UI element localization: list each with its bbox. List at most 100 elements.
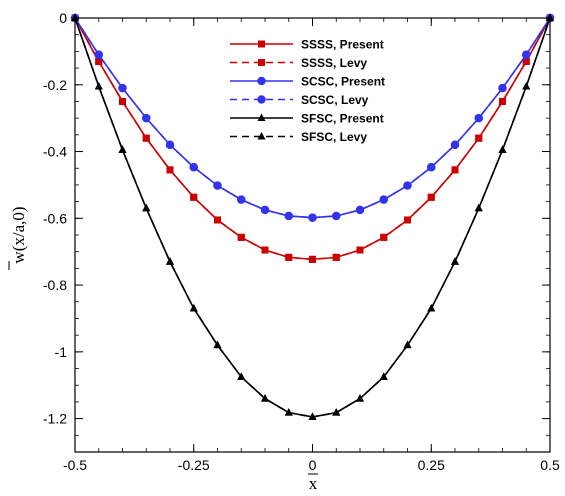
data-point-sfsc-levy	[308, 412, 317, 420]
legend-label: SFSC, Present	[301, 112, 384, 126]
y-tick-label: 0	[59, 10, 67, 26]
data-point-scsc-levy	[379, 195, 388, 204]
data-point-ssss-levy	[427, 193, 435, 201]
data-point-sfsc-levy	[142, 203, 151, 212]
legend-label: SCSC, Levy	[301, 93, 369, 107]
data-point-ssss-levy	[214, 216, 221, 224]
legend-marker	[257, 113, 266, 121]
data-point-ssss-levy	[237, 233, 245, 241]
data-point-sfsc-levy	[71, 13, 79, 21]
x-tick-label: -0.25	[178, 457, 210, 473]
data-point-ssss-levy	[261, 246, 269, 254]
data-point-scsc-levy	[403, 181, 412, 190]
x-axis-label-text: x	[309, 474, 318, 493]
data-point-scsc-levy	[142, 113, 151, 123]
y-axis-label: w(x/a,0)	[8, 206, 28, 270]
data-point-ssss-levy	[190, 193, 198, 201]
series-scsc-levy	[70, 13, 555, 222]
data-point-sfsc-levy	[498, 145, 507, 153]
data-point-ssss-levy	[332, 253, 340, 261]
legend-marker	[257, 76, 266, 86]
ticks-layer: -0.5 -0.25 0 0.25 0.5 0 -0.2 -0.4 -0.6 -0.8 -1 -1.2	[43, 10, 560, 473]
legend-marker	[258, 40, 265, 48]
data-point-sfsc-levy	[403, 340, 412, 349]
data-point-scsc-levy	[189, 163, 198, 172]
legend-item-ssss-levy: SSSS, Levy	[230, 56, 367, 70]
data-point-scsc-levy	[284, 211, 293, 221]
data-point-ssss-levy	[285, 253, 293, 261]
data-point-sfsc-levy	[522, 81, 531, 90]
legend-label: SCSC, Present	[301, 75, 385, 89]
data-point-sfsc-levy	[474, 203, 483, 212]
y-tick-label: -0.8	[43, 277, 67, 293]
data-point-ssss-levy	[356, 246, 364, 254]
x-tick-label: 0.5	[540, 457, 560, 473]
legend-marker	[257, 95, 266, 104]
legend-item-sfsc-present: SFSC, Present	[230, 112, 384, 126]
y-tick-label: -0.2	[43, 77, 67, 93]
x-tick-label: 0.25	[418, 457, 445, 473]
x-tick-label: -0.5	[63, 457, 87, 473]
data-point-ssss-levy	[475, 134, 483, 142]
data-point-ssss-levy	[95, 57, 103, 65]
legend-marker	[257, 132, 266, 140]
series-ssss-levy	[71, 14, 554, 263]
data-point-scsc-levy	[450, 140, 460, 150]
data-point-sfsc-levy	[118, 145, 127, 153]
data-point-ssss-levy	[522, 57, 530, 65]
data-point-sfsc-levy	[427, 303, 436, 312]
data-point-scsc-levy	[332, 211, 341, 221]
legend-item-sfsc-levy: SFSC, Levy	[230, 130, 367, 144]
y-tick-label: -0.6	[43, 210, 67, 226]
data-point-ssss-levy	[499, 97, 506, 105]
legend-item-ssss-present: SSSS, Present	[230, 38, 384, 52]
data-point-sfsc-levy	[94, 81, 103, 90]
data-point-scsc-levy	[260, 205, 270, 215]
data-point-scsc-levy	[237, 195, 246, 204]
data-point-sfsc-levy	[332, 408, 341, 416]
data-point-sfsc-levy	[546, 13, 554, 21]
legend-label: SFSC, Levy	[301, 130, 367, 144]
legend-label: SSSS, Present	[301, 38, 384, 52]
x-tick-label: 0	[309, 457, 317, 473]
legend: SSSS, Present SSSS, Levy SCSC, Present SCSC…	[230, 38, 385, 144]
data-point-ssss-levy	[166, 166, 174, 174]
y-tick-label: -0.4	[43, 144, 67, 160]
x-axis-label: x	[308, 473, 318, 493]
data-point-ssss-levy	[119, 97, 126, 105]
data-point-scsc-levy	[474, 113, 483, 123]
data-point-sfsc-levy	[261, 394, 269, 402]
series-line-scsc-levy	[74, 17, 551, 219]
data-point-sfsc-levy	[213, 340, 222, 349]
series-layer	[70, 13, 555, 420]
legend-label: SSSS, Levy	[301, 56, 367, 70]
legend-marker	[258, 59, 265, 66]
data-point-scsc-levy	[522, 50, 531, 59]
data-point-scsc-levy	[165, 140, 175, 150]
data-point-sfsc-levy	[379, 372, 388, 380]
data-point-scsc-levy	[355, 205, 365, 215]
data-point-scsc-levy	[498, 83, 507, 93]
data-point-sfsc-levy	[237, 372, 246, 380]
y-tick-label: -1.2	[43, 411, 67, 427]
data-point-sfsc-levy	[356, 394, 364, 402]
data-point-ssss-levy	[380, 233, 388, 241]
data-point-ssss-levy	[309, 255, 316, 263]
series-sfsc-levy	[71, 13, 554, 420]
data-point-ssss-levy	[451, 166, 459, 174]
data-point-scsc-levy	[308, 213, 317, 222]
data-point-scsc-levy	[213, 181, 222, 190]
data-point-scsc-levy	[427, 163, 436, 172]
data-point-ssss-levy	[142, 134, 150, 142]
y-axis-label-text: w(x/a,0)	[9, 206, 28, 263]
data-point-sfsc-levy	[284, 408, 293, 416]
data-point-sfsc-levy	[166, 257, 174, 265]
data-point-sfsc-levy	[451, 257, 459, 265]
data-point-ssss-levy	[404, 216, 411, 224]
legend-item-scsc-present: SCSC, Present	[230, 75, 385, 89]
data-point-scsc-levy	[94, 50, 103, 59]
data-point-scsc-levy	[118, 83, 127, 93]
y-tick-label: -1	[55, 344, 68, 360]
